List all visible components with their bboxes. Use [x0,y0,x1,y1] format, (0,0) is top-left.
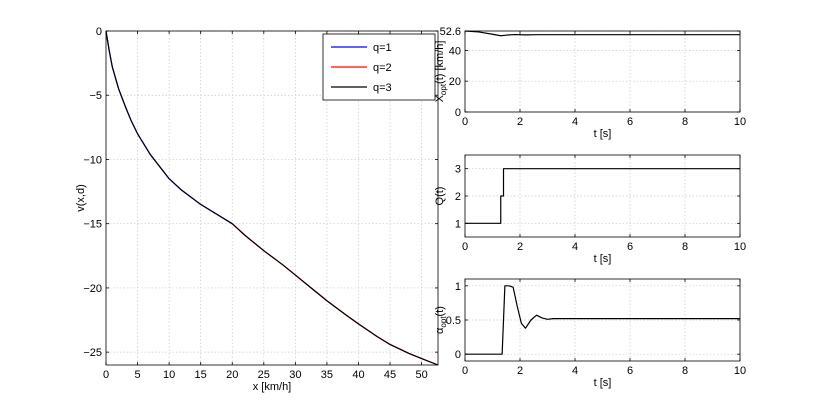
xopt-ylabel: Xopt(t) [km/h] [434,41,448,103]
left-ytick-label-0: 0 [96,26,102,38]
left-xlabel: x [km/h] [253,381,292,393]
q-xlabel: t [s] [594,253,612,265]
xopt-xtick-label-3: 6 [627,116,633,128]
alpha-xtick-label-2: 4 [572,365,578,377]
left-xtick-label-6: 30 [289,369,301,381]
q-xtick-label-0: 0 [462,241,468,253]
xopt-ylabel-rest: (t) [km/h] [434,41,446,84]
left-xtick-label-2: 10 [163,369,175,381]
alpha-ytick-label-1: 0.5 [446,315,461,327]
q-series-0-line [465,168,740,224]
xopt-xtick-label-2: 4 [572,116,578,128]
xopt-xtick-label-4: 8 [682,116,688,128]
left-series-q3-line [105,30,439,366]
alpha-xtick-label-3: 6 [627,365,633,377]
alpha-ytick-label-0: 0 [455,349,461,361]
left-ytick-label-5: −25 [83,347,102,359]
left-axes-box [105,30,439,366]
q-ylabel: Q(t) [434,187,446,206]
xopt-xtick-label-5: 10 [734,116,746,128]
xopt-axes-box [464,30,741,113]
alpha-ylabel-sub: opt [439,316,448,328]
q-xtick-label-4: 8 [682,241,688,253]
left-ylabel: v(x,d) [75,184,87,212]
alpha-ylabel: αopt(t) [434,306,448,334]
q-ytick-label-0: 1 [455,218,461,230]
q-xtick-label-2: 4 [572,241,578,253]
left-xtick-label-7: 35 [321,369,333,381]
left-legend-label-2: q=3 [373,82,392,94]
left-xtick-label-9: 45 [384,369,396,381]
left-xtick-label-5: 25 [258,369,270,381]
alpha-series-0-line [465,285,740,355]
q-xtick-label-5: 10 [734,241,746,253]
alpha-ylabel-rest: (t) [434,306,446,316]
left-xtick-label-3: 15 [195,369,207,381]
left-chart: 0 5 10 15 20 25 30 35 40 45 50 0 −5 −10 −15 −20 −25 x [km… [75,26,439,393]
xopt-ytick-label-1: 20 [449,76,461,88]
left-xtick-label-10: 50 [415,369,427,381]
q-xtick-label-3: 6 [627,241,633,253]
left-xtick-label-1: 5 [134,369,140,381]
left-legend: q=1 q=2 q=3 [322,33,436,101]
left-legend-label-0: q=1 [373,42,392,54]
q-xtick-label-1: 2 [517,241,523,253]
alpha-chart: 0 2 4 6 8 10 0 0.5 1 t [s] αopt(t) [434,278,746,389]
xopt-plot-area [465,31,740,112]
q-ylabel-main: Q(t) [434,187,446,206]
xopt-ylabel-sub: opt [439,83,448,95]
xopt-xtick-label-1: 2 [517,116,523,128]
xopt-ylabel-main: X [434,94,446,102]
alpha-xtick-label-4: 8 [682,365,688,377]
left-ytick-label-1: −5 [89,90,102,102]
xopt-xtick-label-0: 0 [462,116,468,128]
alpha-ylabel-main: α [434,327,446,334]
left-xtick-label-4: 20 [226,369,238,381]
xopt-series-0-line [464,30,740,37]
left-xtick-label-8: 40 [352,369,364,381]
alpha-xtick-label-1: 2 [517,365,523,377]
q-ytick-label-1: 2 [455,191,461,203]
q-ytick-label-2: 3 [455,164,461,176]
left-ytick-label-3: −15 [83,219,102,231]
xopt-ytick-label-0: 0 [455,107,461,119]
alpha-ytick-label-2: 1 [455,281,461,293]
xopt-ytick-label-3: 52.6 [440,26,461,38]
xopt-xlabel: t [s] [594,128,612,140]
left-ytick-label-4: −20 [83,283,102,295]
xopt-ytick-label-2: 40 [449,45,461,57]
left-legend-label-1: q=2 [373,62,392,74]
left-ytick-label-2: −10 [83,154,102,166]
alpha-xlabel: t [s] [594,377,612,389]
alpha-xtick-label-0: 0 [462,365,468,377]
alpha-xtick-label-5: 10 [734,365,746,377]
left-xtick-label-0: 0 [103,369,109,381]
xopt-chart: 0 2 4 6 8 10 0 20 40 52.6 t [s] Xopt(t) [km/h] [434,26,746,140]
